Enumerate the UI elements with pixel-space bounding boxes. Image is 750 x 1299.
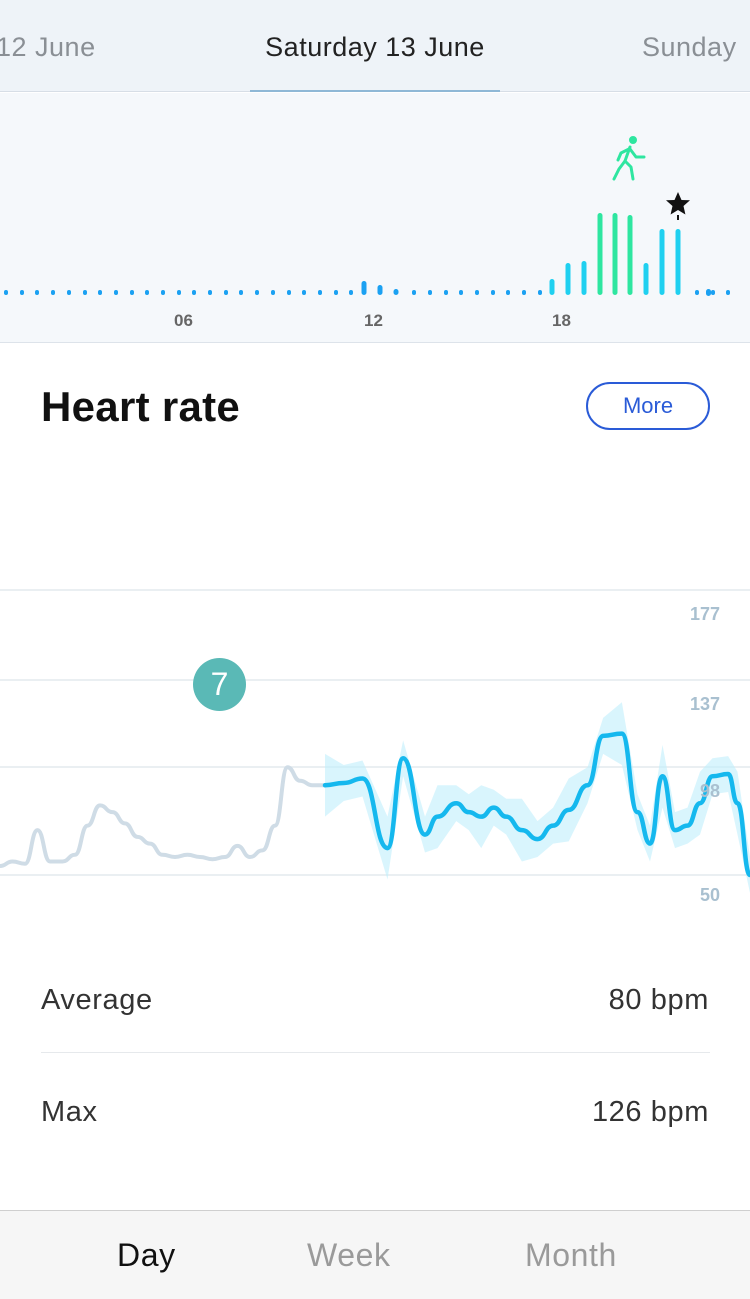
walking-person-icon <box>612 136 646 181</box>
step-dot <box>20 290 24 295</box>
chart-grid <box>0 589 750 876</box>
step-dot <box>349 290 353 295</box>
step-dot <box>208 290 212 295</box>
selected-date-indicator <box>250 90 500 92</box>
tab-day[interactable]: Day <box>117 1237 176 1273</box>
step-dot <box>35 290 39 295</box>
step-dot <box>98 290 102 295</box>
step-dot <box>287 290 291 295</box>
hour-label-18: 18 <box>552 311 571 330</box>
step-bar <box>581 261 587 295</box>
hour-label-12: 12 <box>364 311 383 330</box>
step-dot <box>4 290 8 295</box>
next-date-tab[interactable]: Sunday <box>642 32 737 62</box>
step-bar <box>597 213 603 295</box>
step-dot <box>177 290 181 295</box>
y-tick-label: 50 <box>700 885 720 905</box>
previous-date-tab[interactable]: 12 June <box>0 32 96 62</box>
step-dot <box>51 290 55 295</box>
tab-month[interactable]: Month <box>525 1237 617 1273</box>
tab-week[interactable]: Week <box>307 1237 391 1273</box>
step-bar <box>361 281 367 295</box>
step-dot <box>83 290 87 295</box>
step-dot <box>538 290 542 295</box>
step-bar <box>659 229 665 295</box>
step-bar <box>706 289 711 296</box>
y-tick-label: 98 <box>700 781 720 801</box>
step-dot <box>224 290 228 295</box>
step-dot <box>334 290 338 295</box>
y-tick-label: 137 <box>690 694 720 714</box>
step-dot <box>192 290 196 295</box>
date-selector: 12 June Saturday 13 June Sunday <box>0 0 750 92</box>
step-dot <box>428 290 432 295</box>
heart-rate-range-band <box>325 702 750 893</box>
step-dots <box>4 290 730 295</box>
step-bar <box>627 215 633 295</box>
step-dot <box>130 290 134 295</box>
step-bar <box>565 263 571 295</box>
step-bar <box>612 213 618 295</box>
step-dot <box>522 290 526 295</box>
star-icon <box>666 192 690 220</box>
max-row: Max 126 bpm <box>41 1096 709 1129</box>
step-dot <box>145 290 149 295</box>
average-label: Average <box>41 984 153 1016</box>
step-dot <box>726 290 730 295</box>
step-dot <box>491 290 495 295</box>
more-button[interactable]: More <box>586 382 710 430</box>
max-value: 126 bpm <box>591 1096 709 1128</box>
step-bar <box>675 229 681 295</box>
y-axis-ticks: 177 137 98 50 <box>690 604 720 905</box>
heart-rate-chart[interactable]: 177 137 98 50 <box>0 585 750 915</box>
step-bar <box>393 289 399 295</box>
step-bar <box>377 285 383 295</box>
step-dot <box>475 290 479 295</box>
heart-rate-line <box>322 731 750 878</box>
max-label: Max <box>41 1096 98 1128</box>
average-value: 80 bpm <box>608 984 709 1016</box>
step-dot <box>239 290 243 295</box>
step-dot <box>67 290 71 295</box>
average-row: Average 80 bpm <box>41 984 709 1017</box>
hour-label-06: 06 <box>174 311 193 330</box>
step-dot <box>412 290 416 295</box>
stats-divider <box>41 1052 710 1053</box>
step-dot <box>444 290 448 295</box>
heart-rate-title: Heart rate <box>41 383 241 430</box>
step-dot <box>695 290 699 295</box>
event-count-badge[interactable]: 7 <box>193 658 246 711</box>
step-dot <box>255 290 259 295</box>
step-dot <box>506 290 510 295</box>
range-band <box>325 702 750 893</box>
y-tick-label: 177 <box>690 604 720 624</box>
heart-rate-lines <box>0 731 750 878</box>
step-bar <box>549 279 555 295</box>
period-tab-bar: Day Week Month <box>0 1210 750 1299</box>
heart-rate-past-line <box>0 765 327 869</box>
step-bar <box>643 263 649 295</box>
step-dot <box>302 290 306 295</box>
step-dot <box>114 290 118 295</box>
step-dot <box>161 290 165 295</box>
activity-timeline[interactable]: 06 12 18 <box>0 93 750 343</box>
step-dot <box>271 290 275 295</box>
step-dot <box>318 290 322 295</box>
step-bars <box>361 213 711 296</box>
step-dot <box>711 290 715 295</box>
activity-bars <box>4 136 730 296</box>
step-dot <box>459 290 463 295</box>
current-date-tab[interactable]: Saturday 13 June <box>265 32 485 62</box>
